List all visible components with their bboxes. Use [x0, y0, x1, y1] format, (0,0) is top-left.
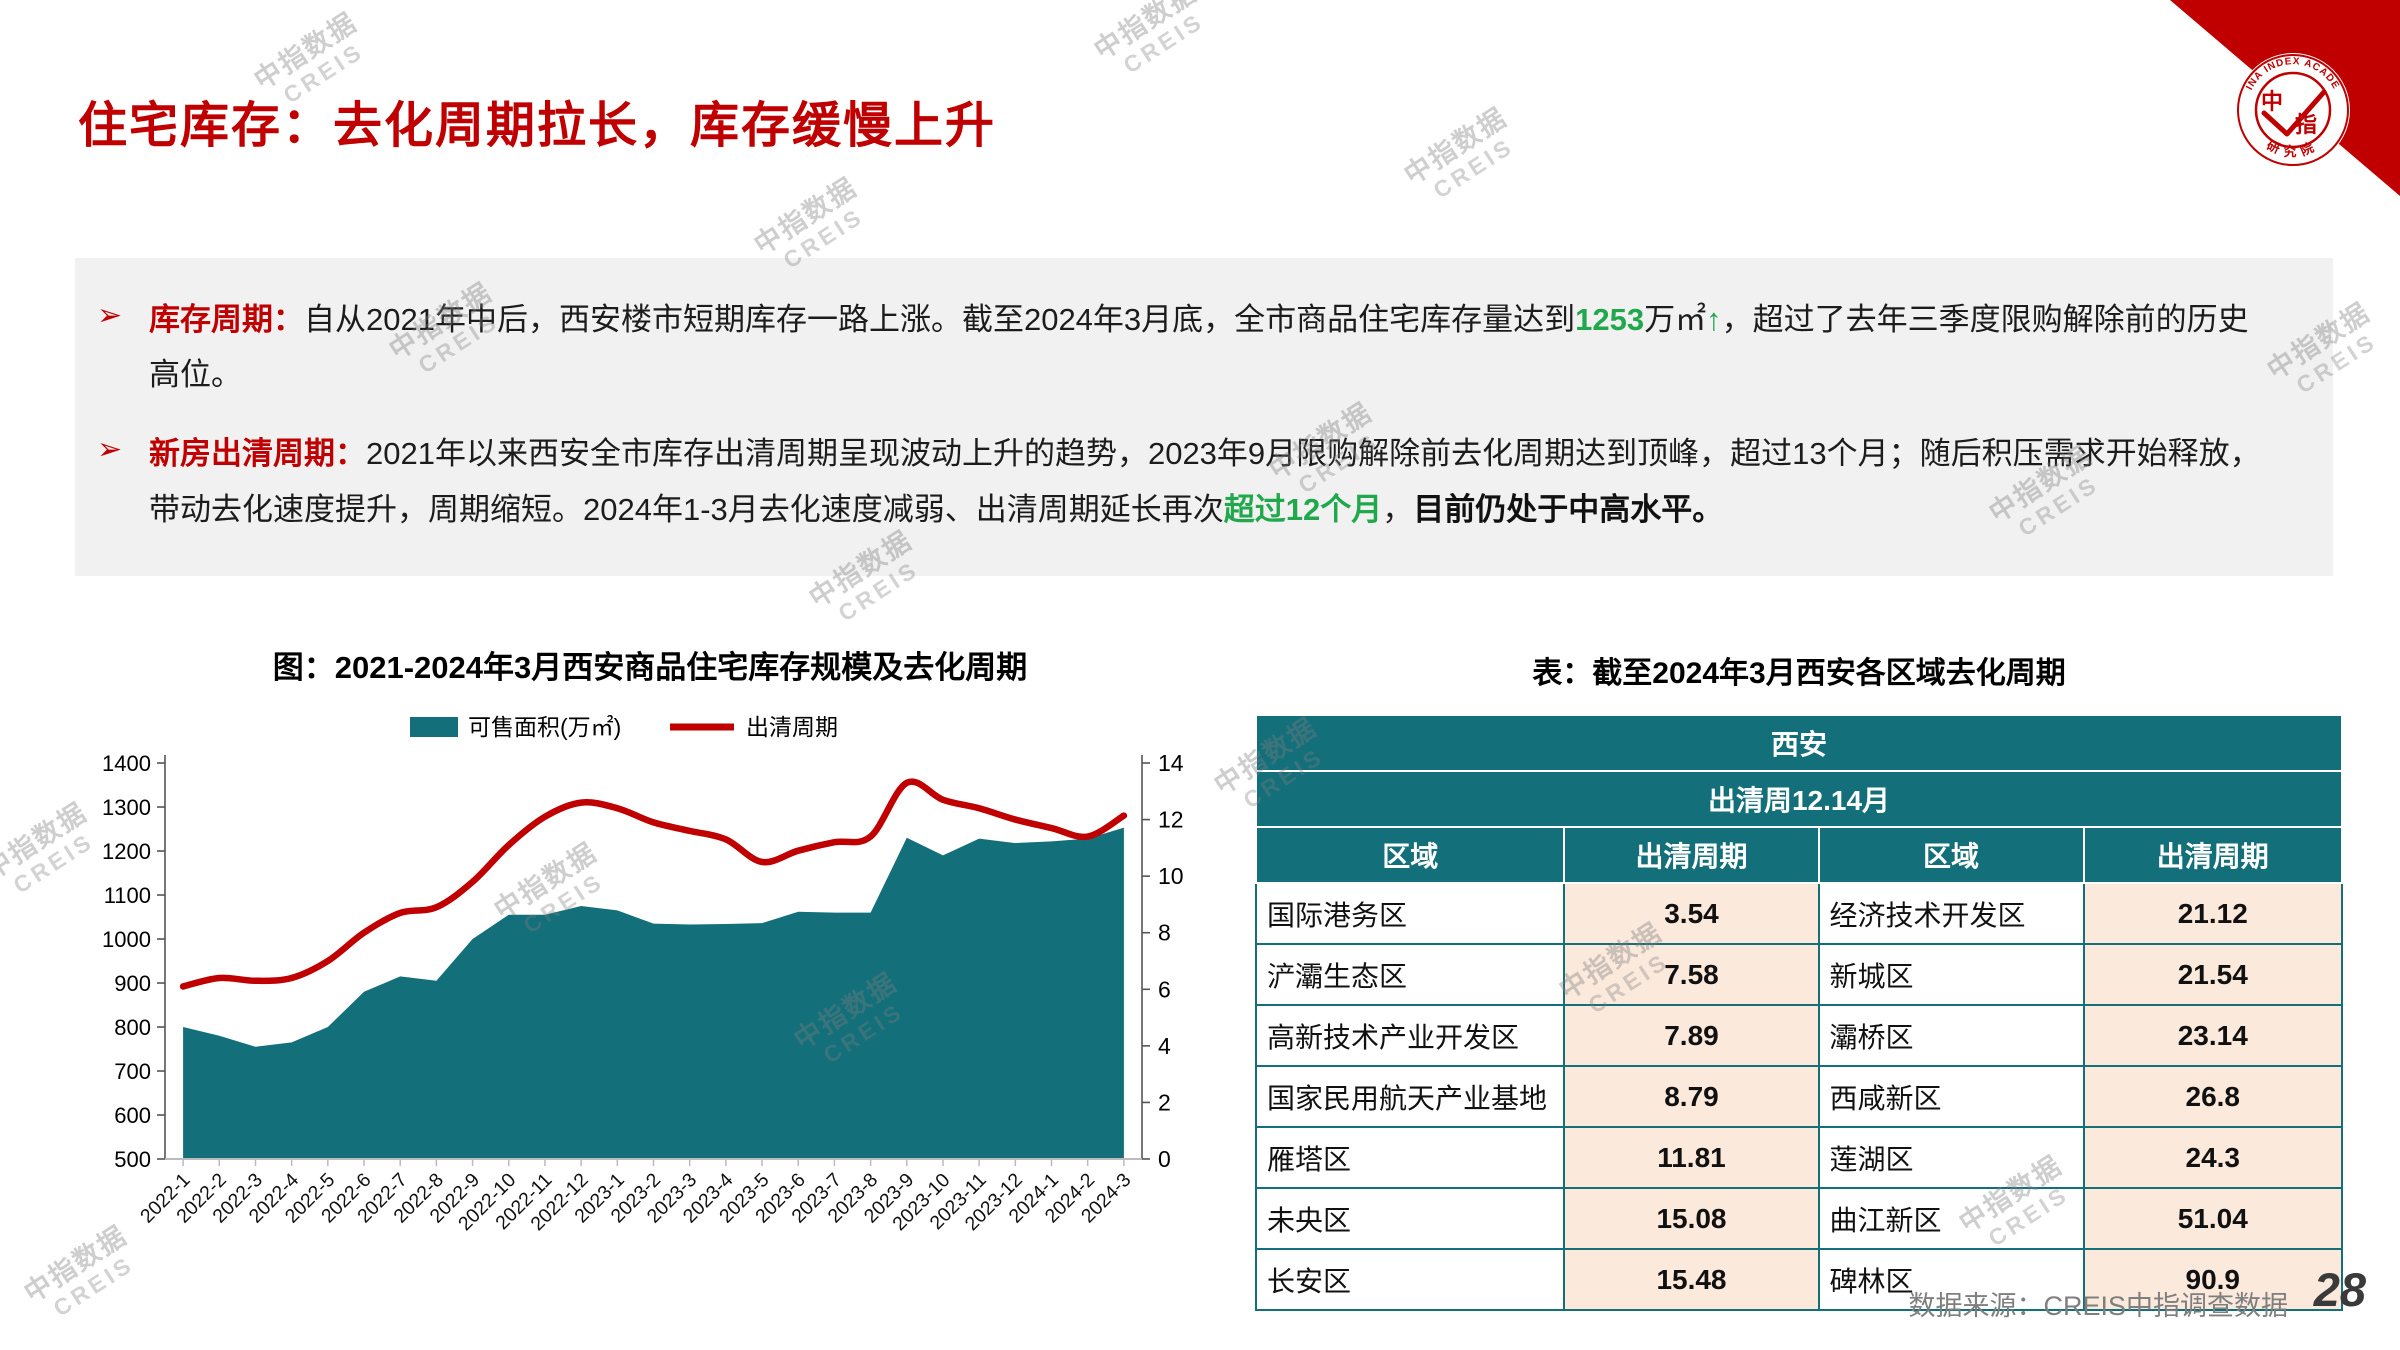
bullet-segment: 万㎡: [1644, 302, 1707, 337]
cycle-value-cell: 15.48: [1563, 1248, 1820, 1311]
right-axis-tick-label: 10: [1158, 863, 1184, 889]
data-source: 数据来源：CREIS中指调查数据: [1908, 1291, 2288, 1321]
table-row: 雁塔区 11.81 莲湖区 24.3: [1254, 1126, 2343, 1189]
left-axis-tick-label: 1100: [104, 883, 151, 908]
cycle-value-cell: 24.3: [2082, 1126, 2343, 1189]
cycle-value-cell: 90.9: [2082, 1248, 2343, 1311]
legend-area-label: 可售面积(万㎡): [468, 714, 621, 740]
legend-area-swatch-icon: [410, 717, 458, 737]
bullet-segment: 1253: [1575, 302, 1645, 337]
table-row: 未央区 15.08 曲江新区 51.04: [1254, 1187, 2343, 1250]
china-index-academy-logo: CHINA INDEX ACADEMY 研究院 中 指: [2155, 0, 2400, 200]
right-axis-tick-label: 4: [1158, 1033, 1171, 1059]
page-number: 28: [2313, 1263, 2366, 1316]
bullet-segment: 目前仍处于中高水平。: [1413, 491, 1724, 527]
cycle-value-cell: 15.08: [1563, 1187, 1820, 1250]
cycle-value-cell: 23.14: [2082, 1004, 2343, 1067]
right-axis-tick-label: 8: [1158, 920, 1171, 946]
table-title: 表：截至2024年3月西安各区域去化周期: [1532, 657, 2066, 690]
chart-title: 图：2021-2024年3月西安商品住宅库存规模及去化周期: [272, 650, 1028, 685]
region-cell: 长安区: [1254, 1248, 1566, 1311]
right-axis-tick-label: 12: [1158, 807, 1184, 833]
cycle-value-cell: 21.54: [2082, 943, 2343, 1006]
table-column-header: 出清周期: [2082, 826, 2343, 884]
table-column-header: 区域: [1254, 826, 1566, 884]
region-table-panel: 表：截至2024年3月西安各区域去化周期 西安 出清周12.14月 区域 出清周期…: [1254, 648, 2343, 1311]
right-axis-tick-label: 2: [1158, 1089, 1171, 1115]
region-cell: 西咸新区: [1817, 1065, 2085, 1128]
left-axis-tick-label: 1400: [102, 751, 151, 776]
table-row: 国家民用航天产业基地 8.79 西咸新区 26.8: [1254, 1065, 2343, 1128]
table-header-city: 西安: [1255, 714, 2343, 772]
left-axis-tick-label: 1200: [102, 839, 151, 864]
bullet-segment: ↑: [1706, 302, 1722, 337]
arrow-bullet-icon: ➢: [97, 299, 123, 332]
table-row: 国际港务区 3.54 经济技术开发区 21.12: [1254, 882, 2343, 945]
bullet-text: 库存周期：自从2021年中后，西安楼市短期库存一路上涨。截至2024年3月底，全…: [149, 292, 2278, 402]
region-cell: 国际港务区: [1254, 882, 1566, 945]
region-cell: 新城区: [1817, 943, 2085, 1006]
region-table: 西安 出清周12.14月 区域 出清周期 区域 出清周期 国际港务区 3.54 经济技术开…: [1254, 714, 2343, 1311]
region-cell: 莲湖区: [1817, 1126, 2085, 1189]
region-cell: 高新技术产业开发区: [1254, 1004, 1566, 1067]
summary-box: ➢ 库存周期：自从2021年中后，西安楼市短期库存一路上涨。截至2024年3月底，…: [75, 258, 2333, 576]
region-cell: 灞桥区: [1817, 1004, 2085, 1067]
left-axis-tick-label: 700: [114, 1059, 151, 1084]
cycle-value-cell: 11.81: [1563, 1126, 1820, 1189]
bullet-lead-label: 新房出清周期：: [149, 436, 366, 472]
cycle-value-cell: 21.12: [2082, 882, 2343, 945]
region-cell: 未央区: [1254, 1187, 1566, 1250]
left-axis-tick-label: 600: [114, 1103, 151, 1128]
chart-legend: 可售面积(万㎡) 出清周期: [410, 714, 838, 740]
bullet-segment: ，超过了去年三季度限购解除前的历史高位。: [149, 302, 2249, 393]
table-column-header: 区域: [1817, 826, 2085, 884]
watermark: 中指数据 CREIS: [1088, 0, 1209, 79]
bullet-segment: 2021年以来西安全市库存出清周期呈现波动上升的趋势，2023年9月限购解除前去…: [149, 436, 2261, 527]
corner-ribbon-seal-icon: CHINA INDEX ACADEMY 研究院 中 指: [2155, 0, 2400, 196]
cycle-value-cell: 8.79: [1563, 1065, 1820, 1128]
table-header-cycle: 出清周12.14月: [1255, 770, 2343, 828]
watermark: 中指数据 CREIS: [1398, 102, 1519, 204]
region-cell: 曲江新区: [1817, 1187, 2085, 1250]
table-row: 浐灞生态区 7.58 新城区 21.54: [1254, 943, 2343, 1006]
right-axis-tick-label: 14: [1158, 750, 1184, 776]
table-column-header: 出清周期: [1563, 826, 1820, 884]
page-title: 住宅库存：去化周期拉长，库存缓慢上升: [78, 99, 997, 153]
cycle-value-cell: 26.8: [2082, 1065, 2343, 1128]
region-cell: 碑林区: [1817, 1248, 2085, 1311]
table-row: 长安区 15.48 碑林区 90.9: [1254, 1248, 2343, 1311]
table-row: 高新技术产业开发区 7.89 灞桥区 23.14: [1254, 1004, 2343, 1067]
right-axis-tick-label: 6: [1158, 976, 1171, 1002]
region-cell: 浐灞生态区: [1254, 943, 1566, 1006]
left-axis-tick-label: 500: [114, 1147, 151, 1172]
left-axis-tick-label: 1000: [102, 927, 151, 952]
left-axis-tick-label: 800: [114, 1015, 151, 1040]
area-series: [183, 827, 1124, 1159]
svg-text:指: 指: [2295, 112, 2317, 137]
bullet-item: ➢ 新房出清周期：2021年以来西安全市库存出清周期呈现波动上升的趋势，2023年…: [97, 426, 2278, 536]
arrow-bullet-icon: ➢: [97, 433, 123, 467]
cycle-value-cell: 3.54: [1563, 882, 1820, 945]
region-cell: 国家民用航天产业基地: [1254, 1065, 1566, 1128]
legend-line-label: 出清周期: [746, 714, 838, 740]
combo-chart: 500 600 700 800 900 1000 1100 1200 1300 1400 0 2 4 6 8…: [102, 714, 1184, 1235]
region-cell: 经济技术开发区: [1817, 882, 2085, 945]
cycle-value-cell: 7.89: [1563, 1004, 1820, 1067]
bullet-text: 新房出清周期：2021年以来西安全市库存出清周期呈现波动上升的趋势，2023年9…: [149, 426, 2278, 536]
right-axis-tick-label: 0: [1158, 1146, 1171, 1172]
line-series: [179, 778, 1128, 990]
svg-text:中: 中: [2261, 89, 2283, 114]
cycle-value-cell: 7.58: [1563, 943, 1820, 1006]
bullet-segment: 超过12个月: [1223, 491, 1383, 527]
left-axis-tick-label: 900: [114, 971, 151, 996]
left-axis-tick-label: 1300: [102, 795, 151, 820]
bullet-lead-label: 库存周期：: [149, 302, 304, 337]
bullet-segment: 自从2021年中后，西安楼市短期库存一路上涨。截至2024年3月底，全市商品住宅…: [304, 302, 1576, 337]
inventory-chart-panel: 图：2021-2024年3月西安商品住宅库存规模及去化周期 500 600 700 8…: [70, 642, 1230, 1251]
bullet-item: ➢ 库存周期：自从2021年中后，西安楼市短期库存一路上涨。截至2024年3月底，…: [97, 292, 2278, 402]
bullet-segment: ，: [1382, 491, 1414, 527]
region-cell: 雁塔区: [1254, 1126, 1566, 1189]
cycle-value-cell: 51.04: [2082, 1187, 2343, 1250]
